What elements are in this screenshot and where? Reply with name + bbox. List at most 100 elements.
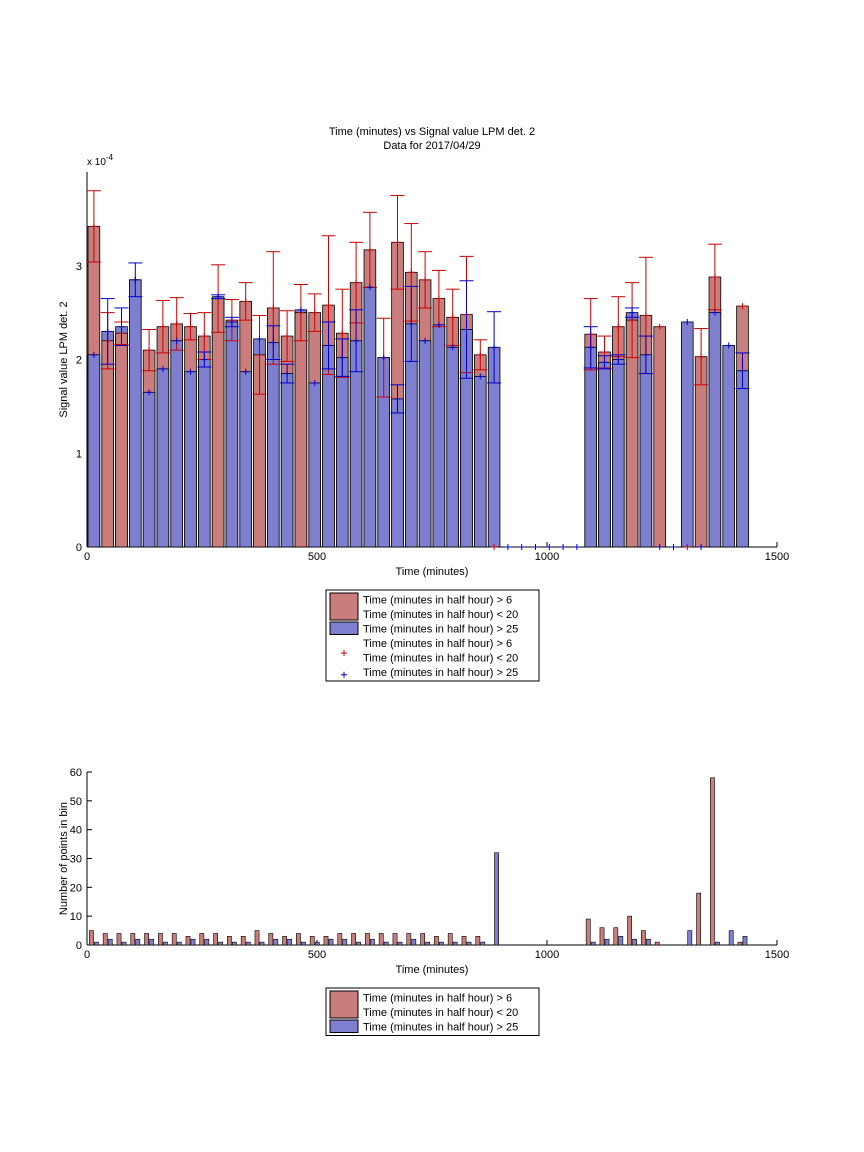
count-bar-series-1 [613,927,619,946]
x-tick-label: 0 [84,551,90,563]
bar-series-2 [170,340,183,548]
y-tick-label: 0 [76,940,82,952]
count-bar-series-1 [171,933,177,946]
count-bar-series-1 [654,941,660,946]
bar-series-2 [446,346,459,548]
y-tick-label: 40 [70,825,82,837]
count-bar-series-2 [632,938,637,946]
count-bar-series-1 [158,933,163,946]
count-bar-series-2 [494,852,499,946]
count-bar-series-2 [163,941,168,946]
count-bar-series-1 [337,933,343,946]
count-bar-series-1 [323,936,329,946]
y-axis-label: Number of points in bin [58,802,70,915]
bar-series-2 [336,357,349,548]
count-bar-series-1 [447,933,453,946]
y-tick-label: 20 [70,882,82,894]
legend-swatch [329,1019,359,1033]
count-bar-series-1 [185,936,191,946]
count-bar-series-1 [737,941,743,946]
legend-label: Time (minutes in half hour) > 6 [363,993,512,1005]
bar-series-2 [708,312,722,548]
y-tick-label: 2 [76,355,82,367]
count-bar-series-1 [130,933,136,946]
legend-label: Time (minutes in half hour) > 25 [363,667,518,679]
count-bar-series-2 [232,941,237,946]
bar-series-2 [225,321,239,548]
count-bar-series-2 [273,938,279,946]
bar-series-2 [267,342,280,548]
count-bar-series-1 [378,933,384,946]
y-tick-label: 1 [76,448,82,460]
count-bar-series-2 [370,938,375,946]
count-bar-series-1 [199,933,205,946]
bar-series-1 [294,312,308,548]
count-bar-series-1 [420,933,425,946]
count-bar-series-2 [480,941,486,946]
y-tick-label: 10 [70,911,82,923]
signal-bar-chart: 0 500 1000 1500 0 1 2 3 Time (minutes) Signal val… [58,153,789,682]
bar-series-2 [308,382,321,548]
count-bar-series-2 [618,936,624,946]
count-bar-series-1 [144,933,149,946]
bar-series-2 [598,361,611,548]
count-bar-chart: 0 500 1000 1500 0 10 20 30 40 50 60 Time (minutes) N… [58,767,789,1036]
bar-series-2 [391,398,404,548]
bar-series-2 [612,359,625,548]
legend-swatch [329,990,359,1019]
bar-series-2 [280,373,294,548]
count-bar-series-1 [116,933,122,946]
count-bar-series-1 [696,892,701,946]
y-tick-label: 3 [76,261,82,273]
x-tick-label: 1500 [765,949,789,961]
count-bar-series-1 [475,936,481,946]
count-bar-series-2 [204,938,210,946]
x-tick-label: 1000 [535,551,559,563]
bar-series-2 [432,324,446,548]
count-bar-series-2 [452,941,458,946]
count-bar-series-1 [406,933,412,946]
count-bar-series-2 [439,941,444,946]
count-bar-series-2 [687,930,693,946]
count-bar-series-2 [245,941,251,946]
legend-label: Time (minutes in half hour) > 6 [363,638,512,650]
x-axis-label: Time (minutes) [396,566,469,578]
count-bar-series-2 [728,930,734,946]
bar-series-2 [198,359,211,548]
count-bar-series-2 [411,938,417,946]
count-bar-series-1 [309,936,315,946]
legend-box [325,589,540,682]
bar-series-2 [722,345,735,548]
count-bar-series-2 [301,941,306,946]
bar-series-2 [474,375,487,548]
bar-series-2 [736,370,749,548]
count-bar-series-2 [259,941,265,946]
count-bar-series-1 [296,933,301,946]
count-bar-series-2 [287,938,292,946]
count-bar-series-1 [641,930,646,946]
legend-box [325,987,540,1036]
count-bar-series-1 [268,933,274,946]
legend-label: Time (minutes in half hour) > 25 [363,624,518,636]
bar-series-2 [142,391,156,548]
count-bar-series-2 [742,936,748,946]
count-bar-series-1 [461,936,467,946]
legend-label: Time (minutes in half hour) < 20 [363,1007,518,1019]
legend-swatch [329,621,359,635]
bar-series-2 [87,354,101,548]
bar-series-2 [239,371,252,548]
count-bar-series-1 [213,933,218,946]
y-tick-label: 60 [70,767,82,779]
count-bar-series-1 [240,936,246,946]
bar-series-2 [184,371,197,548]
count-bar-series-2 [176,941,182,946]
bar-series-2 [418,340,432,548]
count-bar-series-2 [314,941,320,946]
bar-series-1 [653,326,666,548]
count-bar-series-2 [190,938,196,946]
count-bar-series-2 [646,938,651,946]
count-bar-series-1 [282,936,287,946]
count-bar-series-2 [135,938,141,946]
count-bar-series-2 [397,941,403,946]
count-bar-series-2 [604,938,610,946]
